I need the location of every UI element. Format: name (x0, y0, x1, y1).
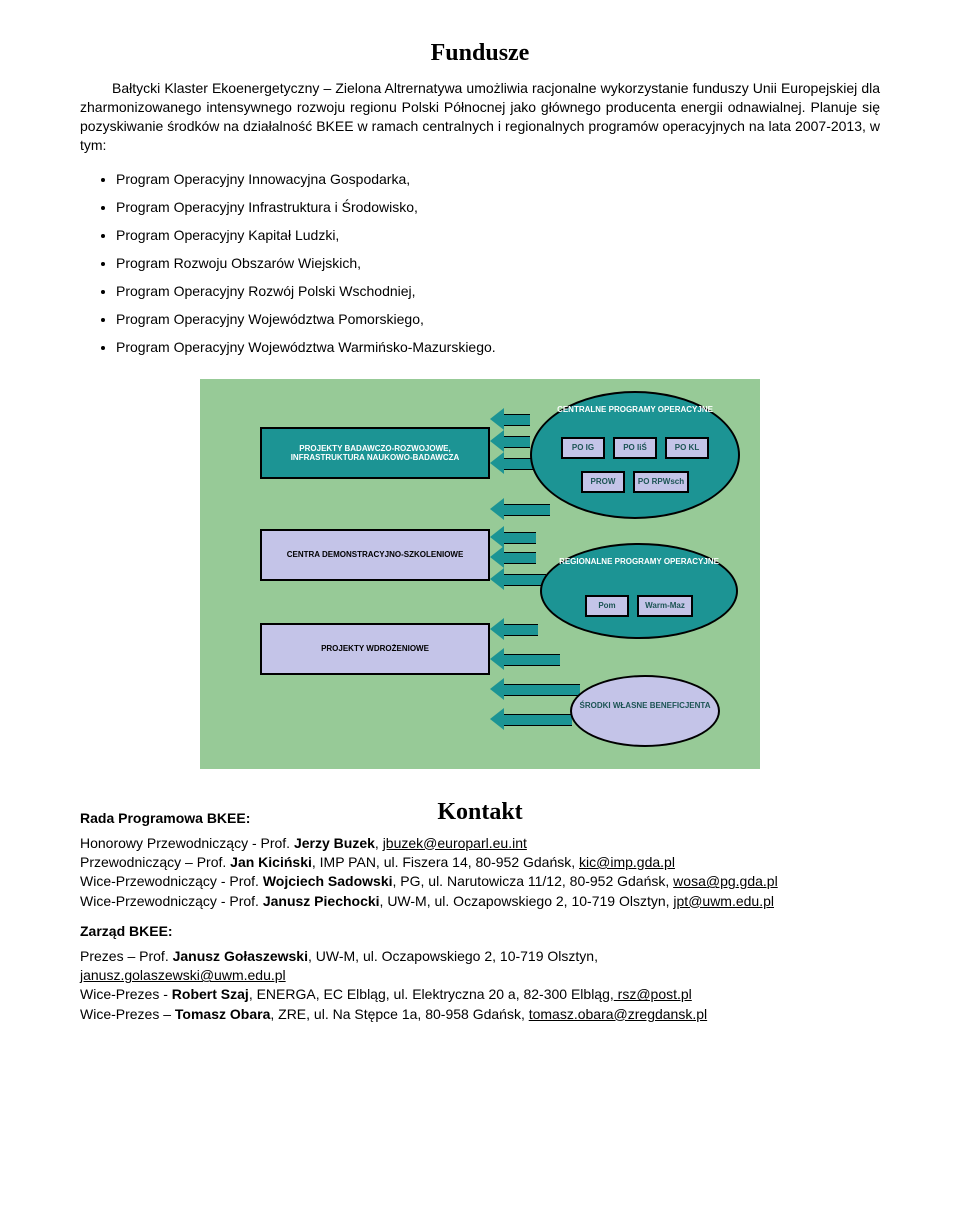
zarzad-block: Prezes – Prof. Janusz Gołaszewski, UW-M,… (80, 947, 880, 1024)
arrow-shaft (502, 574, 546, 586)
program-item: Program Rozwoju Obszarów Wiejskich, (116, 249, 880, 277)
arrow-head (490, 430, 504, 452)
funding-diagram: PROJEKTY BADAWCZO-ROZWOJOWE, INFRASTRUKT… (200, 379, 760, 769)
program-box: PO KL (665, 437, 709, 459)
email-link[interactable]: jpt@uwm.edu.pl (673, 893, 774, 909)
oval-regional-programs: REGIONALNE PROGRAMY OPERACYJNE (540, 543, 738, 639)
program-item: Program Operacyjny Infrastruktura i Środ… (116, 193, 880, 221)
arrow-shaft (502, 436, 530, 448)
email-link[interactable]: wosa@pg.gda.pl (673, 873, 778, 889)
contact-line: Wice-Przewodniczący - Prof. Wojciech Sad… (80, 872, 880, 891)
program-box: PO IiŚ (613, 437, 657, 459)
contact-line: Wice-Prezes - Robert Szaj, ENERGA, EC El… (80, 985, 880, 1004)
arrow-head (490, 526, 504, 548)
arrow-head (490, 546, 504, 568)
arrow-shaft (502, 654, 560, 666)
arrow-head (490, 568, 504, 590)
contact-line: Wice-Przewodniczący - Prof. Janusz Piech… (80, 892, 880, 911)
page-title: Fundusze (80, 40, 880, 67)
email-link[interactable]: rsz@post.pl (614, 986, 692, 1002)
contact-line: Wice-Prezes – Tomasz Obara, ZRE, ul. Na … (80, 1005, 880, 1024)
arrow-head (490, 618, 504, 640)
program-list: Program Operacyjny Innowacyjna Gospodark… (116, 165, 880, 361)
intro-paragraph: Bałtycki Klaster Ekoenergetyczny – Zielo… (80, 79, 880, 155)
zarzad-heading: Zarząd BKEE: (80, 923, 880, 939)
program-item: Program Operacyjny Kapitał Ludzki, (116, 221, 880, 249)
program-item: Program Operacyjny Rozwój Polski Wschodn… (116, 277, 880, 305)
email-link[interactable]: tomasz.obara@zregdansk.pl (529, 1006, 707, 1022)
arrow-shaft (502, 714, 572, 726)
program-box: Pom (585, 595, 629, 617)
oval-own-funds: ŚRODKI WŁASNE BENEFICJENTA (570, 675, 720, 747)
arrow-shaft (502, 684, 580, 696)
left-block: PROJEKTY BADAWCZO-ROZWOJOWE, INFRASTRUKT… (260, 427, 490, 479)
left-block: PROJEKTY WDROŻENIOWE (260, 623, 490, 675)
arrow-head (490, 498, 504, 520)
arrow-shaft (502, 504, 550, 516)
diagram-container: PROJEKTY BADAWCZO-ROZWOJOWE, INFRASTRUKT… (80, 379, 880, 769)
left-block: CENTRA DEMONSTRACYJNO-SZKOLENIOWE (260, 529, 490, 581)
contact-line: Honorowy Przewodniczący - Prof. Jerzy Bu… (80, 834, 880, 853)
arrow-head (490, 648, 504, 670)
arrow-shaft (502, 552, 536, 564)
email-link[interactable]: kic@imp.gda.pl (579, 854, 675, 870)
program-item: Program Operacyjny Województwa Warmińsko… (116, 333, 880, 361)
contact-line: Przewodniczący – Prof. Jan Kiciński, IMP… (80, 853, 880, 872)
arrow-head (490, 452, 504, 474)
arrow-shaft (502, 414, 530, 426)
contact-line: Prezes – Prof. Janusz Gołaszewski, UW-M,… (80, 947, 880, 966)
program-box: PO IG (561, 437, 605, 459)
program-item: Program Operacyjny Innowacyjna Gospodark… (116, 165, 880, 193)
program-box: PROW (581, 471, 625, 493)
arrow-shaft (502, 532, 536, 544)
program-box: Warm-Maz (637, 595, 693, 617)
email-link[interactable]: jbuzek@europarl.eu.int (383, 835, 527, 851)
arrow-shaft (502, 624, 538, 636)
email-link[interactable]: janusz.golaszewski@uwm.edu.pl (80, 967, 286, 983)
program-item: Program Operacyjny Województwa Pomorskie… (116, 305, 880, 333)
arrow-head (490, 678, 504, 700)
rada-block: Honorowy Przewodniczący - Prof. Jerzy Bu… (80, 834, 880, 911)
arrow-head (490, 408, 504, 430)
arrow-head (490, 708, 504, 730)
program-box: PO RPWsch (633, 471, 689, 493)
